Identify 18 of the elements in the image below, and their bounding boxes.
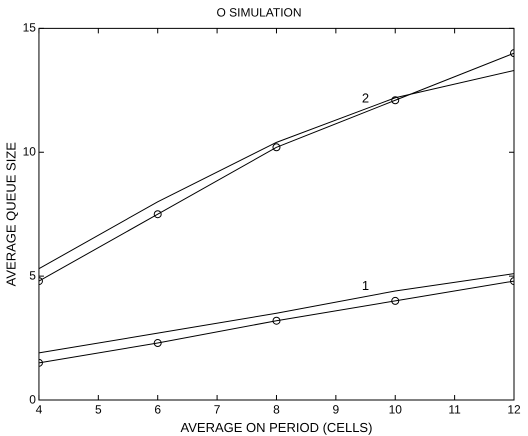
x-tick-label: 5 bbox=[94, 402, 102, 417]
series-label: 1 bbox=[362, 278, 370, 294]
x-tick-label: 9 bbox=[332, 402, 340, 417]
x-tick-label: 12 bbox=[507, 402, 521, 417]
x-tick-label: 4 bbox=[36, 402, 43, 417]
y-tick-label: 5 bbox=[29, 268, 36, 282]
x-tick-label: 6 bbox=[154, 402, 162, 417]
y-tick-label: 15 bbox=[22, 20, 36, 35]
x-tick-label: 10 bbox=[388, 402, 402, 417]
x-tick-label: 7 bbox=[214, 402, 221, 417]
y-axis-title: AVERAGE QUEUE SIZE bbox=[3, 142, 18, 286]
y-tick-label: 10 bbox=[22, 144, 36, 159]
x-axis-title: AVERAGE ON PERIOD (CELLS) bbox=[180, 420, 372, 435]
x-tick-label: 8 bbox=[273, 402, 280, 417]
series-label: 2 bbox=[362, 90, 370, 106]
y-tick-label: 0 bbox=[29, 392, 36, 406]
x-tick-label: 11 bbox=[448, 402, 462, 417]
chart-title: O SIMULATION bbox=[216, 6, 302, 20]
